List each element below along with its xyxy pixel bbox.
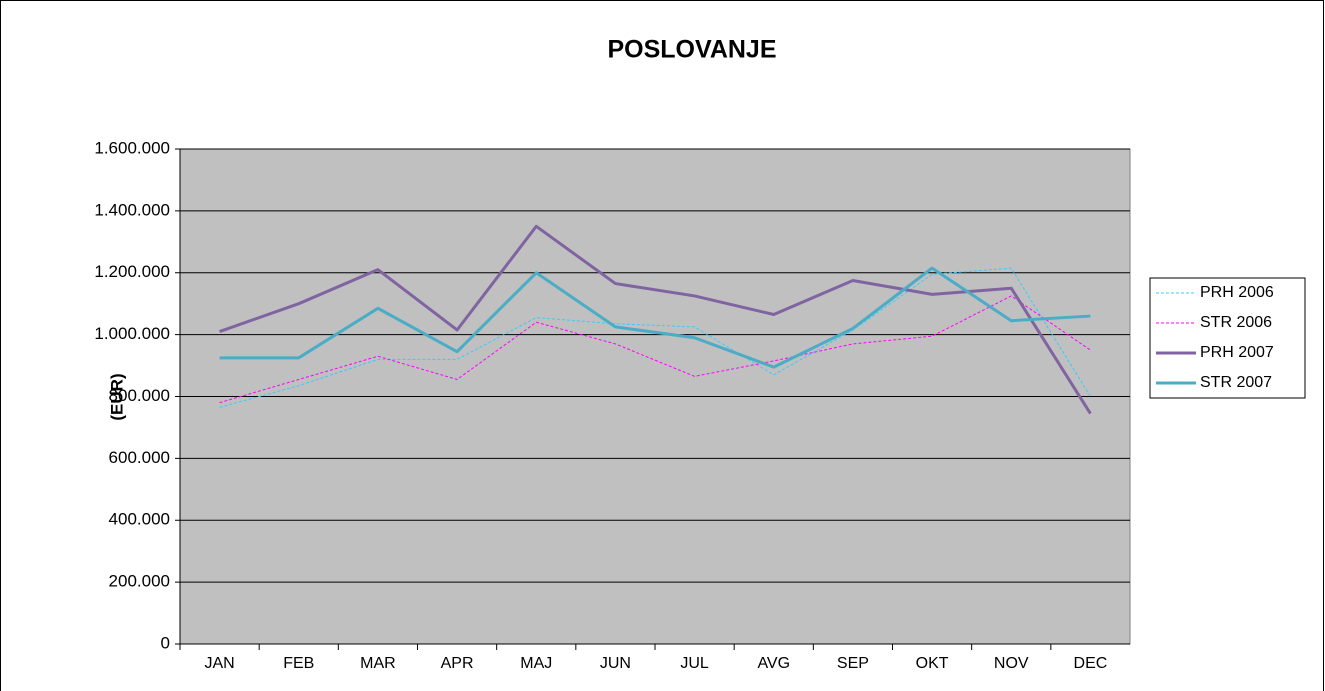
x-tick-label: MAR [360,655,396,672]
x-tick-label: FEB [283,655,314,672]
series-line [219,267,1091,408]
legend-box [1149,277,1306,399]
legend-label: PRH 2007 [1200,344,1274,361]
x-tick-label: DEC [1074,655,1108,672]
y-tick-label: 1.200.000 [94,262,170,281]
y-axis-label: (EUR) [107,373,126,420]
y-tick-label: 0 [161,633,170,652]
legend-label: PRH 2006 [1200,284,1274,301]
x-tick-label: JUN [600,655,631,672]
y-tick-label: 600.000 [109,448,170,467]
x-tick-label: JUL [680,655,709,672]
series-line [219,295,1091,404]
y-tick-label: 1.400.000 [94,200,170,219]
y-tick-label: 200.000 [109,572,170,591]
x-tick-label: JAN [204,655,234,672]
x-tick-label: NOV [994,655,1029,672]
legend-label: STR 2007 [1200,374,1272,391]
series-line [219,224,1092,415]
legend-label: STR 2006 [1200,314,1272,331]
x-tick-label: SEP [837,655,869,672]
x-tick-label: AVG [757,655,790,672]
y-tick-label: 1.600.000 [94,138,170,157]
x-tick-label: OKT [916,655,949,672]
series-line [219,266,1091,369]
chart-title: POSLOVANJE [607,36,776,64]
x-tick-label: MAJ [520,655,552,672]
y-tick-label: 1.000.000 [94,324,170,343]
y-tick-label: 800.000 [109,386,170,405]
x-tick-label: APR [441,655,474,672]
y-tick-label: 400.000 [109,510,170,529]
